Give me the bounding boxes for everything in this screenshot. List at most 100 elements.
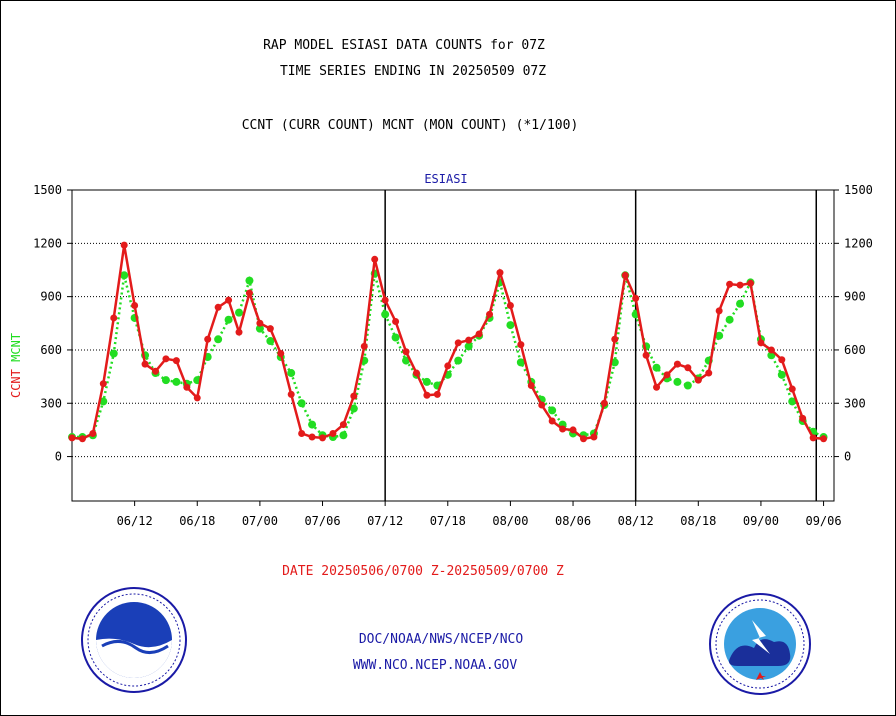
- point-ccnt: [99, 380, 107, 388]
- x-tick-label: 07/06: [304, 514, 340, 528]
- footer-org-link[interactable]: DOC/NOAA/NWS/NCEP/NCO: [358, 632, 524, 647]
- x-tick-label: 09/00: [743, 514, 779, 528]
- point-ccnt: [694, 376, 702, 384]
- point-mcnt: [245, 276, 254, 285]
- point-ccnt: [444, 362, 452, 370]
- point-ccnt: [726, 280, 734, 288]
- point-ccnt: [559, 425, 567, 433]
- series-line-ccnt: [71, 244, 824, 441]
- point-ccnt: [579, 435, 587, 443]
- chart-title-line2: TIME SERIES ENDING IN 20250509 07Z: [279, 64, 547, 79]
- point-mcnt: [422, 377, 431, 386]
- point-mcnt: [297, 399, 306, 408]
- axis-layer: [67, 189, 839, 506]
- point-ccnt: [298, 429, 306, 437]
- point-ccnt: [78, 435, 86, 443]
- national-weather-service-logo-icon: [709, 593, 811, 695]
- point-ccnt: [287, 390, 295, 398]
- point-ccnt: [339, 421, 347, 429]
- point-mcnt: [99, 397, 108, 406]
- point-mcnt: [548, 406, 557, 415]
- point-ccnt: [632, 294, 640, 302]
- point-ccnt: [736, 281, 744, 289]
- point-ccnt: [225, 296, 233, 304]
- x-tick-label: 07/00: [242, 514, 278, 528]
- y-axis-label-ccnt: CCNT: [9, 369, 23, 398]
- point-mcnt: [725, 315, 734, 324]
- panel-label: ESIASI: [424, 172, 468, 186]
- point-mcnt: [120, 271, 129, 280]
- point-ccnt: [788, 385, 796, 393]
- chart-subtitle: CCNT (CURR COUNT) MCNT (MON COUNT) (*1/1…: [241, 118, 579, 133]
- x-tick-label: 08/06: [555, 514, 591, 528]
- point-mcnt: [506, 321, 515, 330]
- point-ccnt: [820, 435, 828, 443]
- point-ccnt: [611, 335, 619, 343]
- footer-website-link[interactable]: WWW.NCO.NCEP.NOAA.GOV: [352, 658, 518, 673]
- point-ccnt: [569, 426, 577, 434]
- x-tick-label: 08/00: [492, 514, 528, 528]
- point-ccnt: [381, 296, 389, 304]
- point-ccnt: [329, 429, 337, 437]
- point-ccnt: [152, 367, 160, 375]
- point-mcnt: [161, 376, 170, 385]
- point-ccnt: [183, 383, 191, 391]
- date-range: DATE 20250506/0700 Z-20250509/0700 Z: [282, 564, 564, 579]
- point-ccnt: [517, 341, 525, 349]
- point-ccnt: [120, 241, 128, 249]
- point-ccnt: [465, 336, 473, 344]
- point-ccnt: [590, 433, 598, 441]
- grid-layer: [72, 242, 834, 458]
- chart-title: RAP MODEL ESIASI DATA COUNTS for 07Z: [263, 38, 545, 53]
- point-ccnt: [809, 434, 817, 442]
- noaa-logo-icon: [81, 587, 187, 693]
- point-ccnt: [642, 351, 650, 359]
- point-mcnt: [736, 299, 745, 308]
- point-ccnt: [141, 360, 149, 368]
- point-mcnt: [777, 370, 786, 379]
- point-ccnt: [412, 369, 420, 377]
- x-tick-label: 06/18: [179, 514, 215, 528]
- plot-frame: [71, 189, 835, 502]
- point-ccnt: [131, 302, 139, 310]
- point-ccnt: [319, 434, 327, 442]
- point-ccnt: [360, 342, 368, 350]
- point-ccnt: [392, 318, 400, 326]
- point-mcnt: [610, 358, 619, 367]
- point-ccnt: [235, 328, 243, 336]
- tick-label-layer: 0 0 300 300 600 600 900 900 1200 1200 1500 1500 06/1…: [9, 183, 873, 528]
- point-ccnt: [308, 433, 316, 441]
- point-ccnt: [705, 369, 713, 377]
- point-ccnt: [172, 357, 180, 365]
- point-ccnt: [256, 319, 264, 327]
- point-ccnt: [475, 330, 483, 338]
- point-mcnt: [381, 310, 390, 319]
- y-tick-label-left: 0: [55, 450, 62, 464]
- series-layer: [68, 241, 828, 443]
- x-tick-label: 07/18: [430, 514, 466, 528]
- y-axis-label: CCNT MCNT: [9, 333, 23, 398]
- point-mcnt: [464, 342, 473, 351]
- y-tick-label-right: 600: [844, 343, 866, 357]
- y-tick-label-right: 1500: [844, 183, 873, 197]
- x-tick-label: 08/18: [680, 514, 716, 528]
- point-ccnt: [506, 302, 514, 310]
- point-ccnt: [548, 417, 556, 425]
- point-mcnt: [235, 308, 244, 317]
- point-mcnt: [255, 324, 264, 333]
- point-mcnt: [308, 420, 317, 429]
- point-ccnt: [423, 391, 431, 399]
- point-ccnt: [621, 271, 629, 279]
- point-ccnt: [715, 307, 723, 315]
- point-ccnt: [266, 325, 274, 333]
- point-mcnt: [683, 381, 692, 390]
- point-mcnt: [287, 369, 296, 378]
- point-ccnt: [527, 381, 535, 389]
- y-tick-label-right: 300: [844, 396, 866, 410]
- point-ccnt: [653, 383, 661, 391]
- point-ccnt: [402, 348, 410, 356]
- y-tick-label-left: 600: [40, 343, 62, 357]
- y-tick-label-right: 1200: [844, 236, 873, 250]
- point-ccnt: [600, 399, 608, 407]
- point-mcnt: [349, 404, 358, 413]
